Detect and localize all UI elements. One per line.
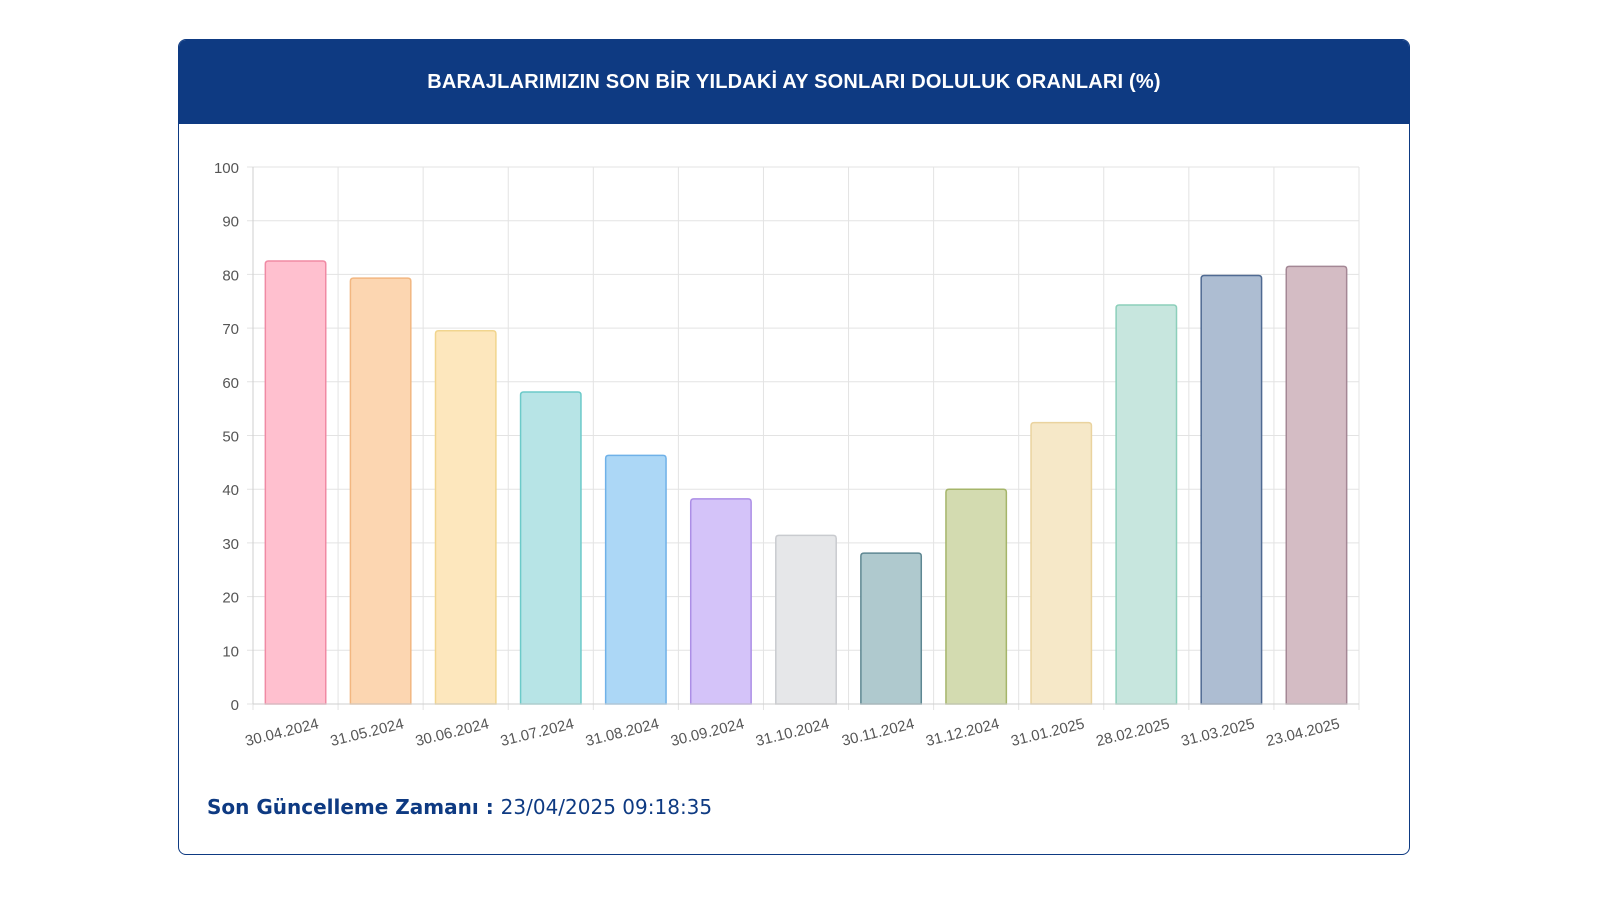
x-tick-label: 31.07.2024 — [499, 715, 576, 750]
chart-card: BARAJLARIMIZIN SON BİR YILDAKİ AY SONLAR… — [178, 39, 1410, 855]
chart-area: 0 10 20 30 40 50 60 70 80 90 100 30.04.2024 31.05.20… — [179, 124, 1409, 784]
card-header: BARAJLARIMIZIN SON BİR YILDAKİ AY SONLAR… — [179, 40, 1409, 124]
last-update-value: 23/04/2025 09:18:35 — [500, 795, 713, 819]
y-tick-label: 40 — [222, 482, 239, 499]
bar-31.01.2025 — [1030, 421, 1093, 705]
last-update-label: Son Güncelleme Zamanı — [207, 795, 479, 819]
bar-31.10.2024 — [775, 534, 837, 705]
x-tick-label: 30.04.2024 — [244, 715, 321, 750]
x-tick-label: 31.10.2024 — [754, 715, 831, 750]
y-tick-label: 50 — [222, 429, 239, 446]
x-tick-label: 30.11.2024 — [840, 715, 916, 749]
x-tick-label: 31.05.2024 — [329, 715, 406, 750]
last-update: Son Güncelleme Zamanı : 23/04/2025 09:18… — [207, 795, 712, 819]
bar-30.06.2024 — [434, 330, 497, 705]
y-tick-label: 90 — [222, 214, 239, 231]
bar-31.08.2024 — [604, 454, 667, 705]
y-tick-label: 10 — [222, 643, 239, 660]
bar-chart: 0 10 20 30 40 50 60 70 80 90 100 30.04.2024 31.05.20… — [214, 160, 1360, 750]
bar-28.02.2025 — [1115, 304, 1178, 705]
x-tick-label: 31.03.2025 — [1179, 715, 1256, 750]
bar-31.12.2024 — [945, 488, 1008, 705]
bar-31.03.2025 — [1200, 274, 1263, 705]
x-tick-label: 31.08.2024 — [584, 715, 661, 750]
x-tick-label: 30.09.2024 — [669, 715, 746, 750]
y-tick-label: 100 — [214, 160, 239, 177]
x-tick-label: 28.02.2025 — [1094, 715, 1171, 750]
bar-31.05.2024 — [349, 277, 412, 705]
y-tick-label: 0 — [231, 697, 239, 714]
y-tick-label: 30 — [222, 536, 239, 553]
y-tick-label: 70 — [222, 321, 239, 338]
y-tick-label: 80 — [222, 267, 239, 284]
x-tick-label: 30.06.2024 — [414, 715, 491, 750]
bar-23.04.2025 — [1285, 265, 1348, 705]
y-tick-label: 60 — [222, 375, 239, 392]
bar-30.09.2024 — [689, 498, 752, 705]
bars — [264, 260, 1348, 705]
chart-title: BARAJLARIMIZIN SON BİR YILDAKİ AY SONLAR… — [427, 70, 1161, 93]
y-tick-label: 20 — [222, 590, 239, 607]
bar-30.04.2024 — [264, 260, 327, 705]
x-tick-label: 31.01.2025 — [1009, 715, 1086, 750]
x-tick-label: 23.04.2025 — [1264, 715, 1341, 750]
bar-30.11.2024 — [860, 552, 923, 705]
bar-31.07.2024 — [519, 391, 582, 705]
last-update-separator: : — [478, 795, 501, 819]
x-tick-label: 31.12.2024 — [924, 715, 1001, 750]
